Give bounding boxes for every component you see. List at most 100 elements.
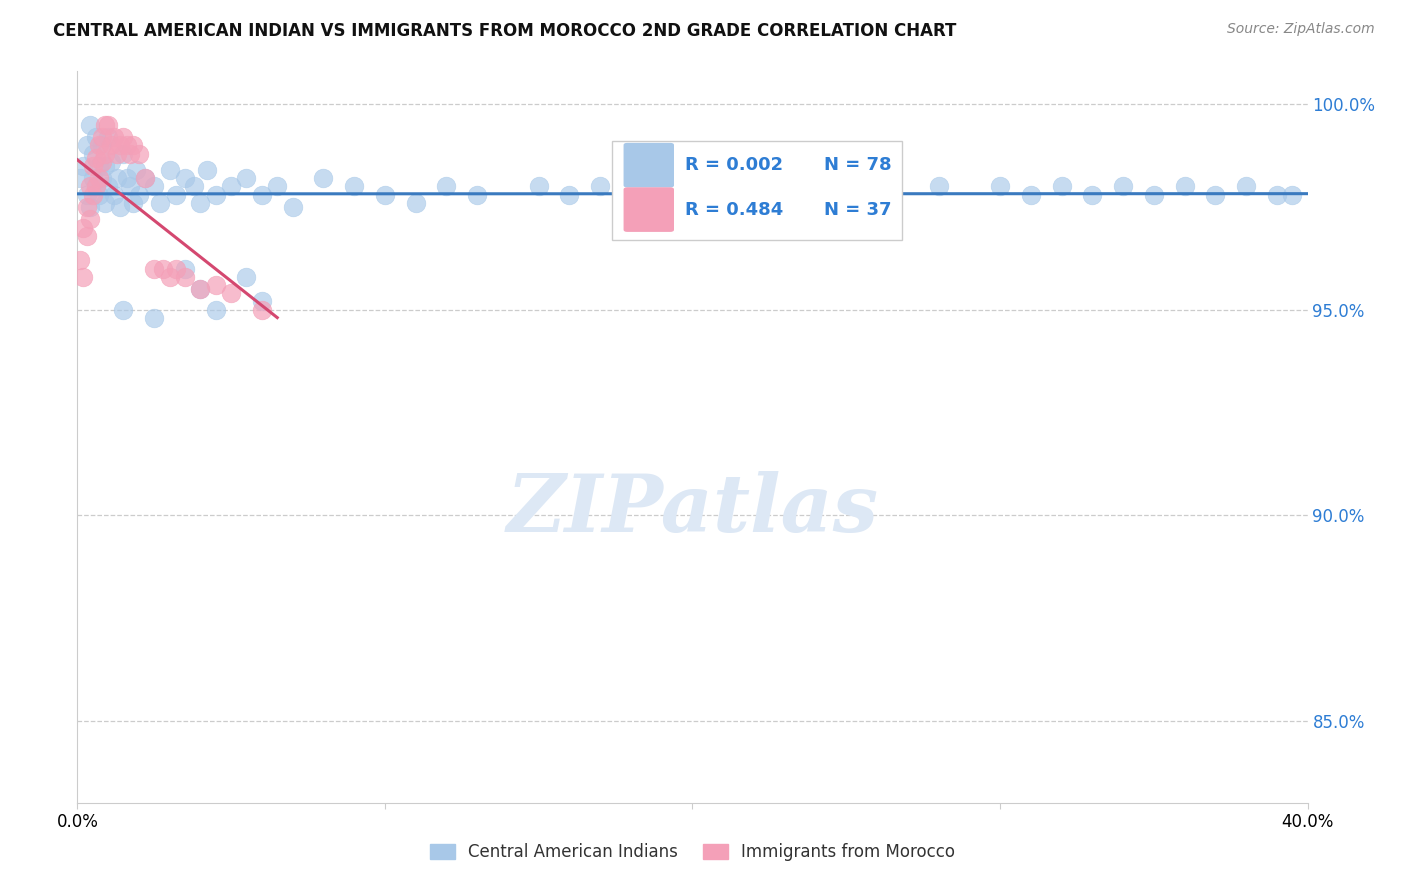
Point [84,179,107,194]
Point [219,179,242,194]
Point [204,278,226,293]
Point [436,179,458,194]
Point [121,195,143,210]
Point [79,200,101,214]
Point [84,130,107,145]
Point [100,138,122,153]
Point [90,154,114,169]
Point [1234,179,1257,194]
Point [1174,179,1197,194]
Point [266,179,288,194]
Point [76,138,98,153]
Point [1050,179,1073,194]
Point [343,179,366,194]
Point [112,146,135,161]
Point [87,171,110,186]
Point [72,220,94,235]
Point [110,200,132,214]
Point [188,282,212,296]
Point [121,138,143,153]
Point [76,228,98,243]
Point [1112,179,1135,194]
Point [76,200,98,214]
Point [188,282,212,296]
Point [112,302,135,317]
Point [204,187,226,202]
Point [103,130,125,145]
Point [1204,187,1226,202]
Point [82,187,104,202]
Point [174,269,197,284]
Point [152,261,174,276]
Point [1265,187,1288,202]
Point [143,261,166,276]
Point [174,261,197,276]
FancyBboxPatch shape [613,141,901,240]
Point [82,171,104,186]
Point [682,179,704,194]
Point [250,187,273,202]
Point [527,179,550,194]
Text: CENTRAL AMERICAN INDIAN VS IMMIGRANTS FROM MOROCCO 2ND GRADE CORRELATION CHART: CENTRAL AMERICAN INDIAN VS IMMIGRANTS FR… [53,22,957,40]
Point [183,179,205,194]
Point [281,200,304,214]
Point [112,130,135,145]
Point [118,146,141,161]
Point [159,269,181,284]
Point [159,163,181,178]
Point [250,302,273,317]
Text: R = 0.002: R = 0.002 [685,156,783,174]
Point [94,118,117,132]
Point [835,179,858,194]
Point [235,171,257,186]
Point [79,179,101,194]
Point [174,171,197,186]
FancyBboxPatch shape [624,143,673,187]
Point [76,187,98,202]
Point [97,179,120,194]
Text: N = 78: N = 78 [824,156,891,174]
Point [866,195,889,210]
Point [219,286,242,301]
Point [82,159,104,173]
Point [72,159,94,173]
Point [143,179,166,194]
Point [465,187,488,202]
Point [110,138,132,153]
Point [90,171,114,186]
Point [69,253,91,268]
Point [94,159,117,173]
Point [250,294,273,309]
Text: R = 0.484: R = 0.484 [685,201,783,219]
Point [165,187,187,202]
Point [1143,187,1166,202]
Text: N = 37: N = 37 [824,201,891,219]
Point [620,195,643,210]
Point [128,187,150,202]
Point [115,171,138,186]
Point [928,179,950,194]
Point [312,171,335,186]
FancyBboxPatch shape [624,187,673,232]
Point [82,146,104,161]
Point [204,302,226,317]
Point [374,187,396,202]
Point [97,118,120,132]
Point [149,195,172,210]
Point [405,195,427,210]
Point [711,187,734,202]
Point [558,187,581,202]
Point [72,269,94,284]
Point [1081,187,1104,202]
Point [69,171,91,186]
Point [589,179,612,194]
Point [128,146,150,161]
Text: ZIPatlas: ZIPatlas [506,472,879,549]
Point [94,146,117,161]
Point [115,138,138,153]
Point [97,130,120,145]
Point [79,118,101,132]
Legend: Central American Indians, Immigrants from Morocco: Central American Indians, Immigrants fro… [423,837,962,868]
Point [90,130,114,145]
Point [988,179,1011,194]
